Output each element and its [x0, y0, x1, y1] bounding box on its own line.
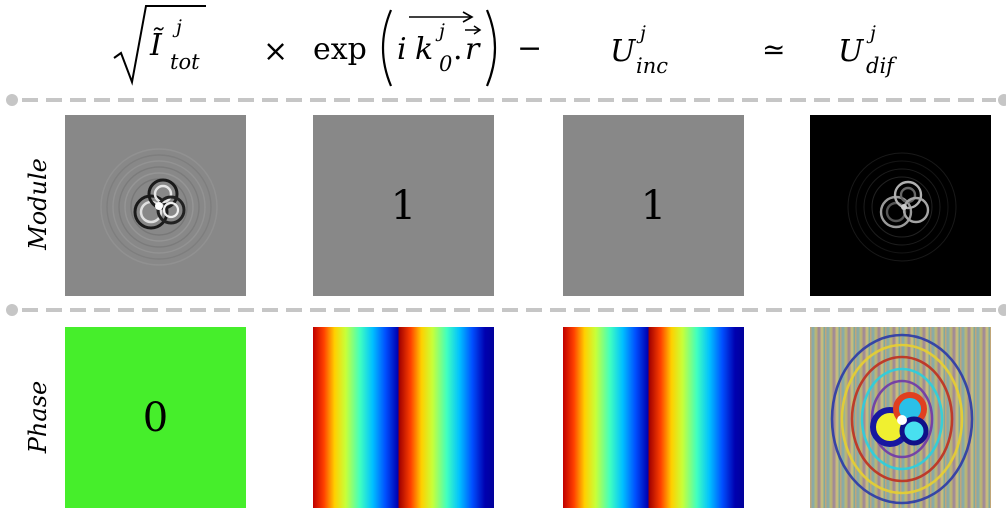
uniform-gray-image: 1: [313, 115, 494, 296]
imaginary-unit: i: [397, 32, 407, 67]
sqrt-radical-icon: [113, 5, 206, 86]
top-divider: [6, 94, 1006, 106]
incident-field-term: U j inc: [610, 10, 700, 90]
middle-divider: [6, 304, 1006, 316]
sqrt-intensity-term: Ĩ j tot: [110, 2, 210, 88]
exp-function: exp: [313, 32, 367, 67]
diffracted-field-subscript: dif: [866, 54, 894, 78]
panel-value-phase-1: 0: [142, 394, 169, 441]
incident-field-superscript: j: [640, 22, 646, 44]
dot-operator: .: [453, 32, 463, 67]
incident-module-image: 1: [563, 115, 744, 296]
panel-value-module-2: 1: [390, 182, 417, 229]
uniform-green-image: 0: [65, 327, 246, 508]
wavevector-subscript: 0: [439, 52, 453, 76]
left-paren-icon: [381, 9, 393, 87]
row-label-phase: Phase: [24, 380, 52, 454]
intensity-superscript: j: [176, 16, 182, 38]
wavevector-superscript: j: [439, 20, 445, 42]
exp-term: exp i k j 0 . r: [313, 0, 553, 90]
intensity-symbol: Ĩ: [150, 28, 162, 63]
incident-phase-stripes-image: [563, 327, 744, 508]
wavevector-symbol: k: [415, 32, 434, 67]
incident-field-subscript: inc: [636, 54, 669, 78]
times-symbol: ×: [263, 34, 289, 69]
right-paren-icon: [485, 9, 497, 87]
diffracted-field-term: U j dif: [838, 10, 938, 90]
vector-arrow-icon: [409, 11, 474, 23]
diffracted-field-symbol: U: [838, 34, 864, 69]
hologram-module-image: [65, 115, 246, 296]
row-label-module: Module: [24, 158, 52, 250]
panel-value-module-3: 1: [640, 182, 667, 229]
position-arrow-icon: [465, 25, 482, 35]
scattered-field-phase-image: [810, 327, 991, 508]
intensity-subscript: tot: [170, 50, 200, 74]
scattered-field-module-image: [810, 115, 991, 296]
incident-field-symbol: U: [610, 34, 636, 69]
diffracted-field-superscript: j: [870, 22, 876, 44]
position-symbol: r: [465, 32, 480, 67]
approx-symbol: ≃: [762, 33, 786, 66]
jet-colormap-stripes-image: [313, 327, 494, 508]
minus-symbol: −: [517, 31, 543, 66]
